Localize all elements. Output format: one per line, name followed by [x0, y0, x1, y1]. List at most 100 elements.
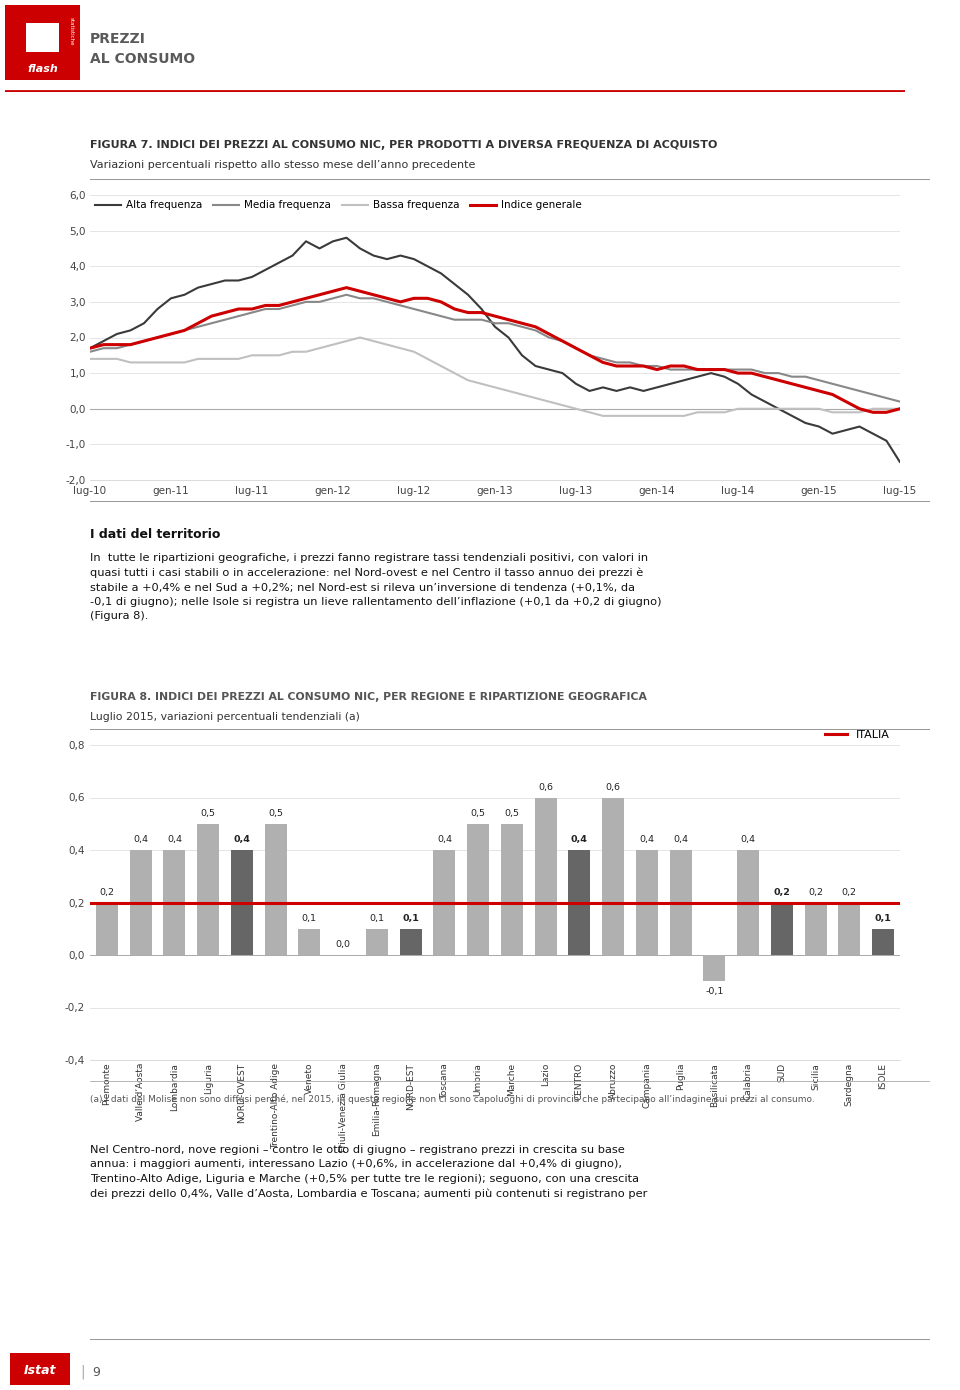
Text: 0,6: 0,6: [606, 783, 620, 792]
Text: 0,5: 0,5: [201, 809, 216, 817]
Line: Media frequenza: Media frequenza: [90, 295, 960, 409]
Indice generale: [287, 293, 299, 310]
Bar: [535, 798, 557, 955]
Text: FIGURA 8. INDICI DEI PREZZI AL CONSUMO NIC, PER REGIONE E RIPARTIZIONE GEOGRAFIC: FIGURA 8. INDICI DEI PREZZI AL CONSUMO N…: [90, 692, 647, 702]
Text: 0,2: 0,2: [808, 888, 823, 897]
Text: statistiche: statistiche: [68, 17, 74, 46]
Text: 0,2: 0,2: [100, 888, 114, 897]
Alta frequenza: [300, 234, 312, 250]
Bar: [231, 851, 252, 955]
Text: 0,4: 0,4: [639, 835, 655, 844]
Text: AL CONSUMO: AL CONSUMO: [90, 51, 195, 65]
Bar: [468, 824, 489, 955]
Bar: [636, 851, 658, 955]
Text: 0,2: 0,2: [842, 888, 857, 897]
Bassa frequenza: [287, 343, 299, 360]
Bar: [838, 902, 860, 955]
Text: |: |: [80, 1365, 84, 1379]
Bar: [299, 929, 321, 955]
Bar: [130, 851, 152, 955]
Media frequenza: [300, 293, 312, 310]
Text: 0,4: 0,4: [133, 835, 148, 844]
Indice generale: [421, 291, 433, 307]
Text: 0,4: 0,4: [673, 835, 688, 844]
Text: 0,2: 0,2: [774, 888, 790, 897]
Alta frequenza: [651, 379, 662, 396]
Text: FIGURA 7. INDICI DEI PREZZI AL CONSUMO NIC, PER PRODOTTI A DIVERSA FREQUENZA DI : FIGURA 7. INDICI DEI PREZZI AL CONSUMO N…: [90, 140, 717, 150]
Text: In  tutte le ripartizioni geografiche, i prezzi fanno registrare tassi tendenzia: In tutte le ripartizioni geografiche, i …: [90, 553, 661, 621]
Text: flash: flash: [27, 64, 58, 75]
Alta frequenza: [287, 247, 299, 264]
Text: 0,5: 0,5: [268, 809, 283, 817]
Indice generale: [341, 279, 352, 296]
Bar: [704, 955, 726, 981]
Bar: [872, 929, 894, 955]
Text: 0,1: 0,1: [875, 915, 892, 923]
Text: Variazioni percentuali rispetto allo stesso mese dell’anno precedente: Variazioni percentuali rispetto allo ste…: [90, 160, 475, 170]
Bar: [602, 798, 624, 955]
Text: 0,5: 0,5: [504, 809, 519, 817]
Text: 0,4: 0,4: [740, 835, 756, 844]
Bar: [96, 902, 118, 955]
Bar: [265, 824, 287, 955]
Media frequenza: [287, 297, 299, 314]
Bassa frequenza: [597, 407, 609, 424]
Text: 0,5: 0,5: [470, 809, 486, 817]
Bassa frequenza: [421, 350, 433, 367]
Alta frequenza: [84, 339, 96, 356]
Media frequenza: [421, 304, 433, 321]
Bar: [737, 851, 759, 955]
Alta frequenza: [637, 382, 649, 399]
Bar: [366, 929, 388, 955]
Indice generale: [637, 357, 649, 374]
Bar: [670, 851, 691, 955]
Media frequenza: [341, 286, 352, 303]
Line: Bassa frequenza: Bassa frequenza: [90, 338, 960, 416]
Text: 0,1: 0,1: [301, 915, 317, 923]
Bar: [433, 851, 455, 955]
Bar: [197, 824, 219, 955]
Legend: ITALIA: ITALIA: [821, 726, 895, 744]
Text: 0,4: 0,4: [167, 835, 181, 844]
Text: Luglio 2015, variazioni percentuali tendenziali (a): Luglio 2015, variazioni percentuali tend…: [90, 712, 360, 721]
Media frequenza: [651, 357, 662, 374]
Bassa frequenza: [300, 343, 312, 360]
Bar: [26, 24, 59, 51]
Indice generale: [84, 339, 96, 356]
Text: 0,1: 0,1: [402, 915, 420, 923]
Text: (a) i dati del Molise non sono diffusi perché, nel 2015, in questa regione non c: (a) i dati del Molise non sono diffusi p…: [90, 1095, 815, 1105]
Text: 0,4: 0,4: [233, 835, 251, 844]
Text: Nel Centro-nord, nove regioni – contro le otto di giugno – registrano prezzi in : Nel Centro-nord, nove regioni – contro l…: [90, 1145, 647, 1200]
Text: 0,1: 0,1: [370, 915, 384, 923]
Media frequenza: [637, 357, 649, 374]
Text: 0,6: 0,6: [539, 783, 553, 792]
Text: 0,4: 0,4: [571, 835, 588, 844]
Bar: [501, 824, 523, 955]
Text: 9: 9: [92, 1365, 100, 1379]
Bassa frequenza: [651, 407, 662, 424]
Bar: [771, 902, 793, 955]
Alta frequenza: [341, 229, 352, 246]
Text: 0,4: 0,4: [437, 835, 452, 844]
Alta frequenza: [421, 259, 433, 275]
Text: PREZZI: PREZZI: [90, 32, 146, 46]
Line: Alta frequenza: Alta frequenza: [90, 238, 960, 470]
Text: -0,1: -0,1: [706, 987, 724, 997]
Indice generale: [867, 404, 878, 421]
Bar: [568, 851, 590, 955]
Legend: Alta frequenza, Media frequenza, Bassa frequenza, Indice generale: Alta frequenza, Media frequenza, Bassa f…: [95, 200, 582, 210]
Text: 0,0: 0,0: [336, 940, 350, 949]
Text: I dati del territorio: I dati del territorio: [90, 528, 221, 541]
Line: Indice generale: Indice generale: [90, 288, 960, 413]
Bassa frequenza: [354, 329, 366, 346]
Indice generale: [651, 361, 662, 378]
Bassa frequenza: [84, 350, 96, 367]
Indice generale: [300, 291, 312, 307]
Bar: [804, 902, 827, 955]
Bassa frequenza: [664, 407, 676, 424]
Media frequenza: [84, 343, 96, 360]
Bar: [163, 851, 185, 955]
Alta frequenza: [908, 461, 920, 478]
Bar: [399, 929, 421, 955]
Text: Istat: Istat: [24, 1364, 57, 1377]
